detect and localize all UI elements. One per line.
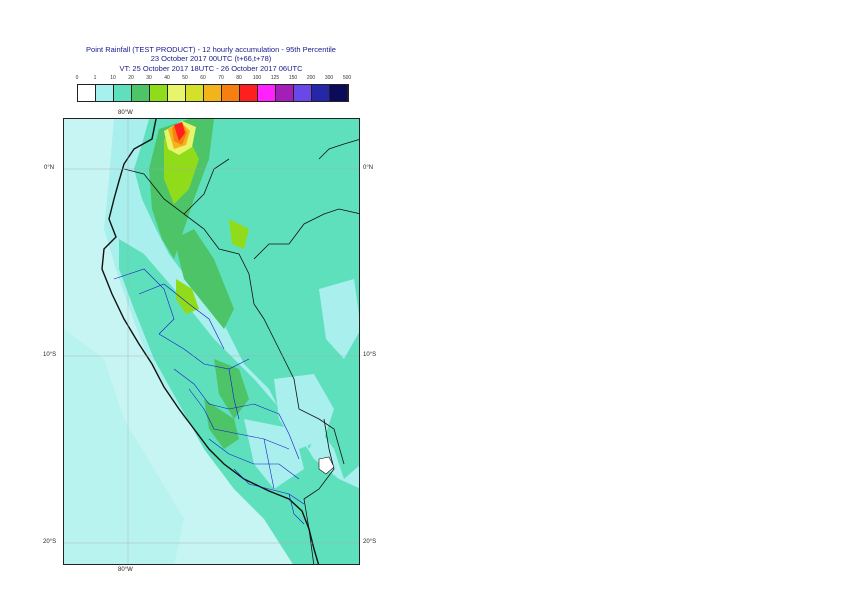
legend-swatch	[78, 85, 96, 101]
legend-tick-label: 1	[93, 75, 97, 81]
legend-swatch	[150, 85, 168, 101]
rainfall-map	[63, 118, 360, 565]
legend-tick-label: 0	[75, 75, 79, 81]
legend-swatch	[240, 85, 258, 101]
legend-tick-label: 30	[146, 75, 152, 81]
legend-tick-label: 100	[252, 75, 262, 81]
legend-swatch	[132, 85, 150, 101]
legend-swatch	[114, 85, 132, 101]
legend-tick-label: 20	[128, 75, 134, 81]
legend-tick-label: 60	[200, 75, 206, 81]
legend-swatch	[294, 85, 312, 101]
legend-tick-label: 125	[270, 75, 280, 81]
legend-swatch	[168, 85, 186, 101]
legend-swatch	[276, 85, 294, 101]
legend-tick-label: 500	[342, 75, 352, 81]
legend-swatch	[204, 85, 222, 101]
lat-label-left-2: 20°S	[43, 539, 57, 545]
lat-label-left-1: 10°S	[43, 352, 57, 358]
map-title-line2: 23 October 2017 00UTC (t+66,t+78)	[150, 54, 272, 63]
legend-tick-label: 150	[288, 75, 298, 81]
legend-tick-label: 50	[182, 75, 188, 81]
legend-tick-labels: 0 1 10 20 30 40 50 60 70 80 100 125 150 200 300 500	[68, 75, 368, 84]
lat-label-right-0: 0°N	[363, 165, 374, 171]
map-title-line1: Point Rainfall (TEST PRODUCT) - 12 hourl…	[86, 45, 336, 54]
lat-label-right-2: 20°S	[363, 539, 377, 545]
map-title-line3: VT: 25 October 2017 18UTC - 26 October 2…	[119, 64, 303, 73]
legend-tick-label: 200	[306, 75, 316, 81]
legend-swatch	[186, 85, 204, 101]
lat-label-right-1: 10°S	[363, 352, 377, 358]
legend-tick-label: 300	[324, 75, 334, 81]
legend-swatch	[222, 85, 240, 101]
legend-swatch	[330, 85, 348, 101]
lon-label-top: 80°W	[118, 110, 133, 116]
lon-label-bottom: 80°W	[118, 567, 133, 573]
legend-tick-label: 40	[164, 75, 170, 81]
legend-swatch	[96, 85, 114, 101]
legend-tick-label: 10	[110, 75, 116, 81]
lat-label-left-0: 0°N	[44, 165, 55, 171]
map-canvas	[64, 119, 359, 564]
legend-tick-label: 70	[218, 75, 224, 81]
legend-color-bar	[77, 84, 349, 102]
legend-tick-label: 80	[236, 75, 242, 81]
legend-swatch	[258, 85, 276, 101]
legend-swatch	[312, 85, 330, 101]
